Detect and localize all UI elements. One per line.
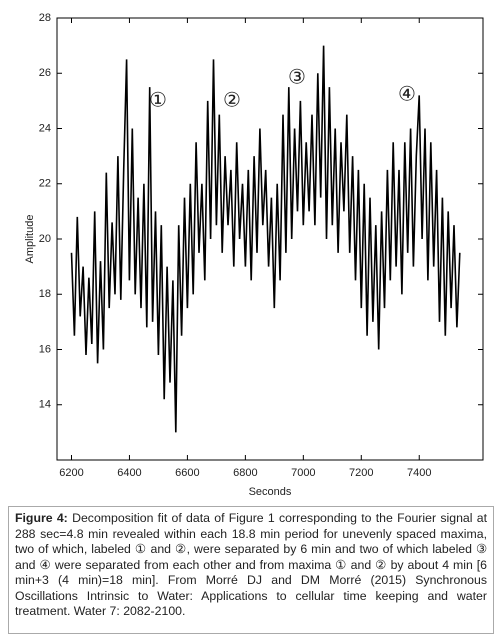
peak-annotation: ② <box>223 89 241 111</box>
y-tick-label: 14 <box>39 399 51 411</box>
x-tick-label: 6400 <box>117 467 141 479</box>
x-tick-label: 7400 <box>407 467 431 479</box>
y-tick-label: 28 <box>39 12 51 24</box>
y-tick-label: 22 <box>39 178 51 190</box>
x-tick-label: 6200 <box>59 467 83 479</box>
y-tick-label: 18 <box>39 288 51 300</box>
y-axis-label: Amplitude <box>24 215 36 264</box>
x-tick-label: 7200 <box>349 467 373 479</box>
x-tick-label: 6800 <box>233 467 257 479</box>
y-tick-label: 20 <box>39 233 51 245</box>
signal-line <box>70 45 461 433</box>
caption: Figure 4: Decomposition fit of data of F… <box>8 506 494 634</box>
peak-annotation: ① <box>149 89 167 111</box>
caption-text: Decomposition fit of data of Figure 1 co… <box>15 511 488 618</box>
x-axis-label: Seconds <box>249 486 292 498</box>
y-tick-label: 16 <box>39 343 51 355</box>
x-tick-label: 7000 <box>291 467 315 479</box>
y-tick-label: 24 <box>39 122 51 134</box>
y-tick-label: 26 <box>39 67 51 79</box>
x-tick-label: 6600 <box>175 467 199 479</box>
peak-annotation: ③ <box>288 66 306 88</box>
peak-annotation: ④ <box>398 83 416 105</box>
chart: Seconds Amplitude 14 16 18 20 22 24 26 28 6200 64… <box>24 12 484 498</box>
caption-label: Figure 4: <box>15 511 68 525</box>
